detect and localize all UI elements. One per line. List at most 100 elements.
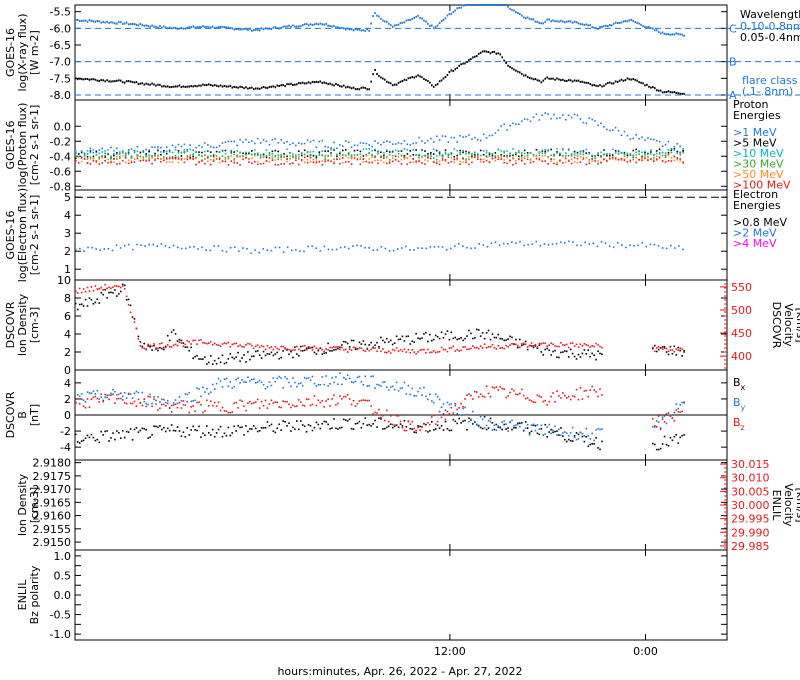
data-point	[487, 427, 490, 429]
data-point	[585, 156, 588, 159]
data-point	[405, 335, 408, 338]
data-point	[642, 25, 644, 28]
data-point	[470, 332, 472, 335]
data-point	[644, 139, 646, 141]
data-point	[487, 345, 490, 348]
data-point	[186, 155, 189, 157]
data-point	[270, 28, 273, 31]
data-point	[184, 346, 187, 348]
data-point	[237, 351, 239, 354]
data-point	[119, 162, 121, 165]
data-point	[522, 342, 525, 345]
data-point	[325, 352, 327, 354]
data-point	[215, 150, 218, 153]
data-point	[540, 81, 543, 84]
data-point	[194, 429, 196, 431]
data-point	[544, 152, 547, 155]
data-point	[141, 24, 144, 27]
data-point	[194, 339, 196, 342]
data-point	[495, 52, 498, 55]
data-point	[430, 420, 433, 423]
data-point	[262, 248, 265, 250]
y-tick-label: 0.0	[54, 589, 72, 602]
data-point	[550, 428, 552, 431]
data-point	[311, 375, 314, 378]
data-point	[447, 154, 450, 156]
data-point	[127, 431, 130, 433]
flare-class-label: B	[729, 56, 737, 69]
data-point	[233, 161, 236, 164]
data-point	[75, 155, 77, 157]
data-point	[419, 349, 421, 352]
data-point	[143, 342, 146, 345]
data-point	[313, 382, 316, 385]
data-point	[200, 403, 202, 406]
data-point	[286, 148, 288, 151]
data-point	[230, 160, 233, 162]
data-point	[239, 28, 241, 31]
data-point	[333, 84, 335, 87]
data-point	[370, 405, 372, 407]
data-point	[219, 361, 222, 364]
data-point	[170, 424, 173, 426]
data-point	[129, 311, 132, 314]
data-point	[297, 82, 300, 85]
data-point	[145, 82, 148, 85]
data-point	[347, 141, 350, 144]
data-point	[524, 74, 527, 77]
data-point	[278, 348, 281, 351]
data-point	[485, 159, 488, 162]
data-point	[227, 85, 230, 88]
data-point	[452, 70, 455, 73]
data-point	[200, 395, 202, 398]
x-tick-label: 0:00	[633, 645, 658, 658]
data-point	[256, 398, 259, 401]
data-point	[292, 153, 294, 155]
data-point	[147, 403, 149, 406]
data-point	[655, 350, 658, 353]
data-point	[446, 14, 449, 17]
data-point	[567, 434, 570, 437]
data-point	[612, 22, 615, 25]
data-point	[184, 85, 187, 88]
data-point	[434, 428, 437, 430]
data-point	[130, 155, 133, 158]
data-point	[523, 163, 526, 165]
data-point	[483, 415, 486, 418]
data-point	[201, 160, 203, 162]
data-point	[86, 398, 89, 400]
data-point	[546, 76, 548, 79]
data-point	[647, 156, 649, 158]
data-point	[168, 429, 171, 432]
data-point	[534, 343, 537, 346]
data-point	[634, 21, 637, 24]
data-point	[299, 25, 302, 28]
data-point	[679, 347, 682, 349]
data-point	[513, 426, 515, 429]
data-point	[393, 83, 396, 86]
data-point	[143, 347, 146, 350]
data-point	[313, 395, 316, 397]
data-point	[182, 85, 185, 88]
data-point	[599, 352, 601, 355]
data-point	[266, 27, 269, 30]
data-point	[368, 349, 370, 352]
data-point	[151, 146, 153, 148]
data-point	[365, 160, 368, 163]
data-point	[280, 377, 282, 379]
data-point	[544, 423, 547, 426]
data-point	[450, 12, 453, 15]
data-point	[411, 340, 414, 343]
data-point	[98, 163, 101, 166]
data-point	[425, 331, 427, 334]
data-point	[306, 151, 309, 154]
right-axis-label: ENLIL	[770, 490, 783, 522]
data-point	[470, 247, 472, 250]
data-point	[495, 348, 498, 350]
data-point	[249, 401, 251, 403]
data-point	[440, 79, 443, 82]
data-point	[507, 346, 509, 348]
data-point	[88, 19, 91, 22]
data-point	[321, 81, 324, 84]
